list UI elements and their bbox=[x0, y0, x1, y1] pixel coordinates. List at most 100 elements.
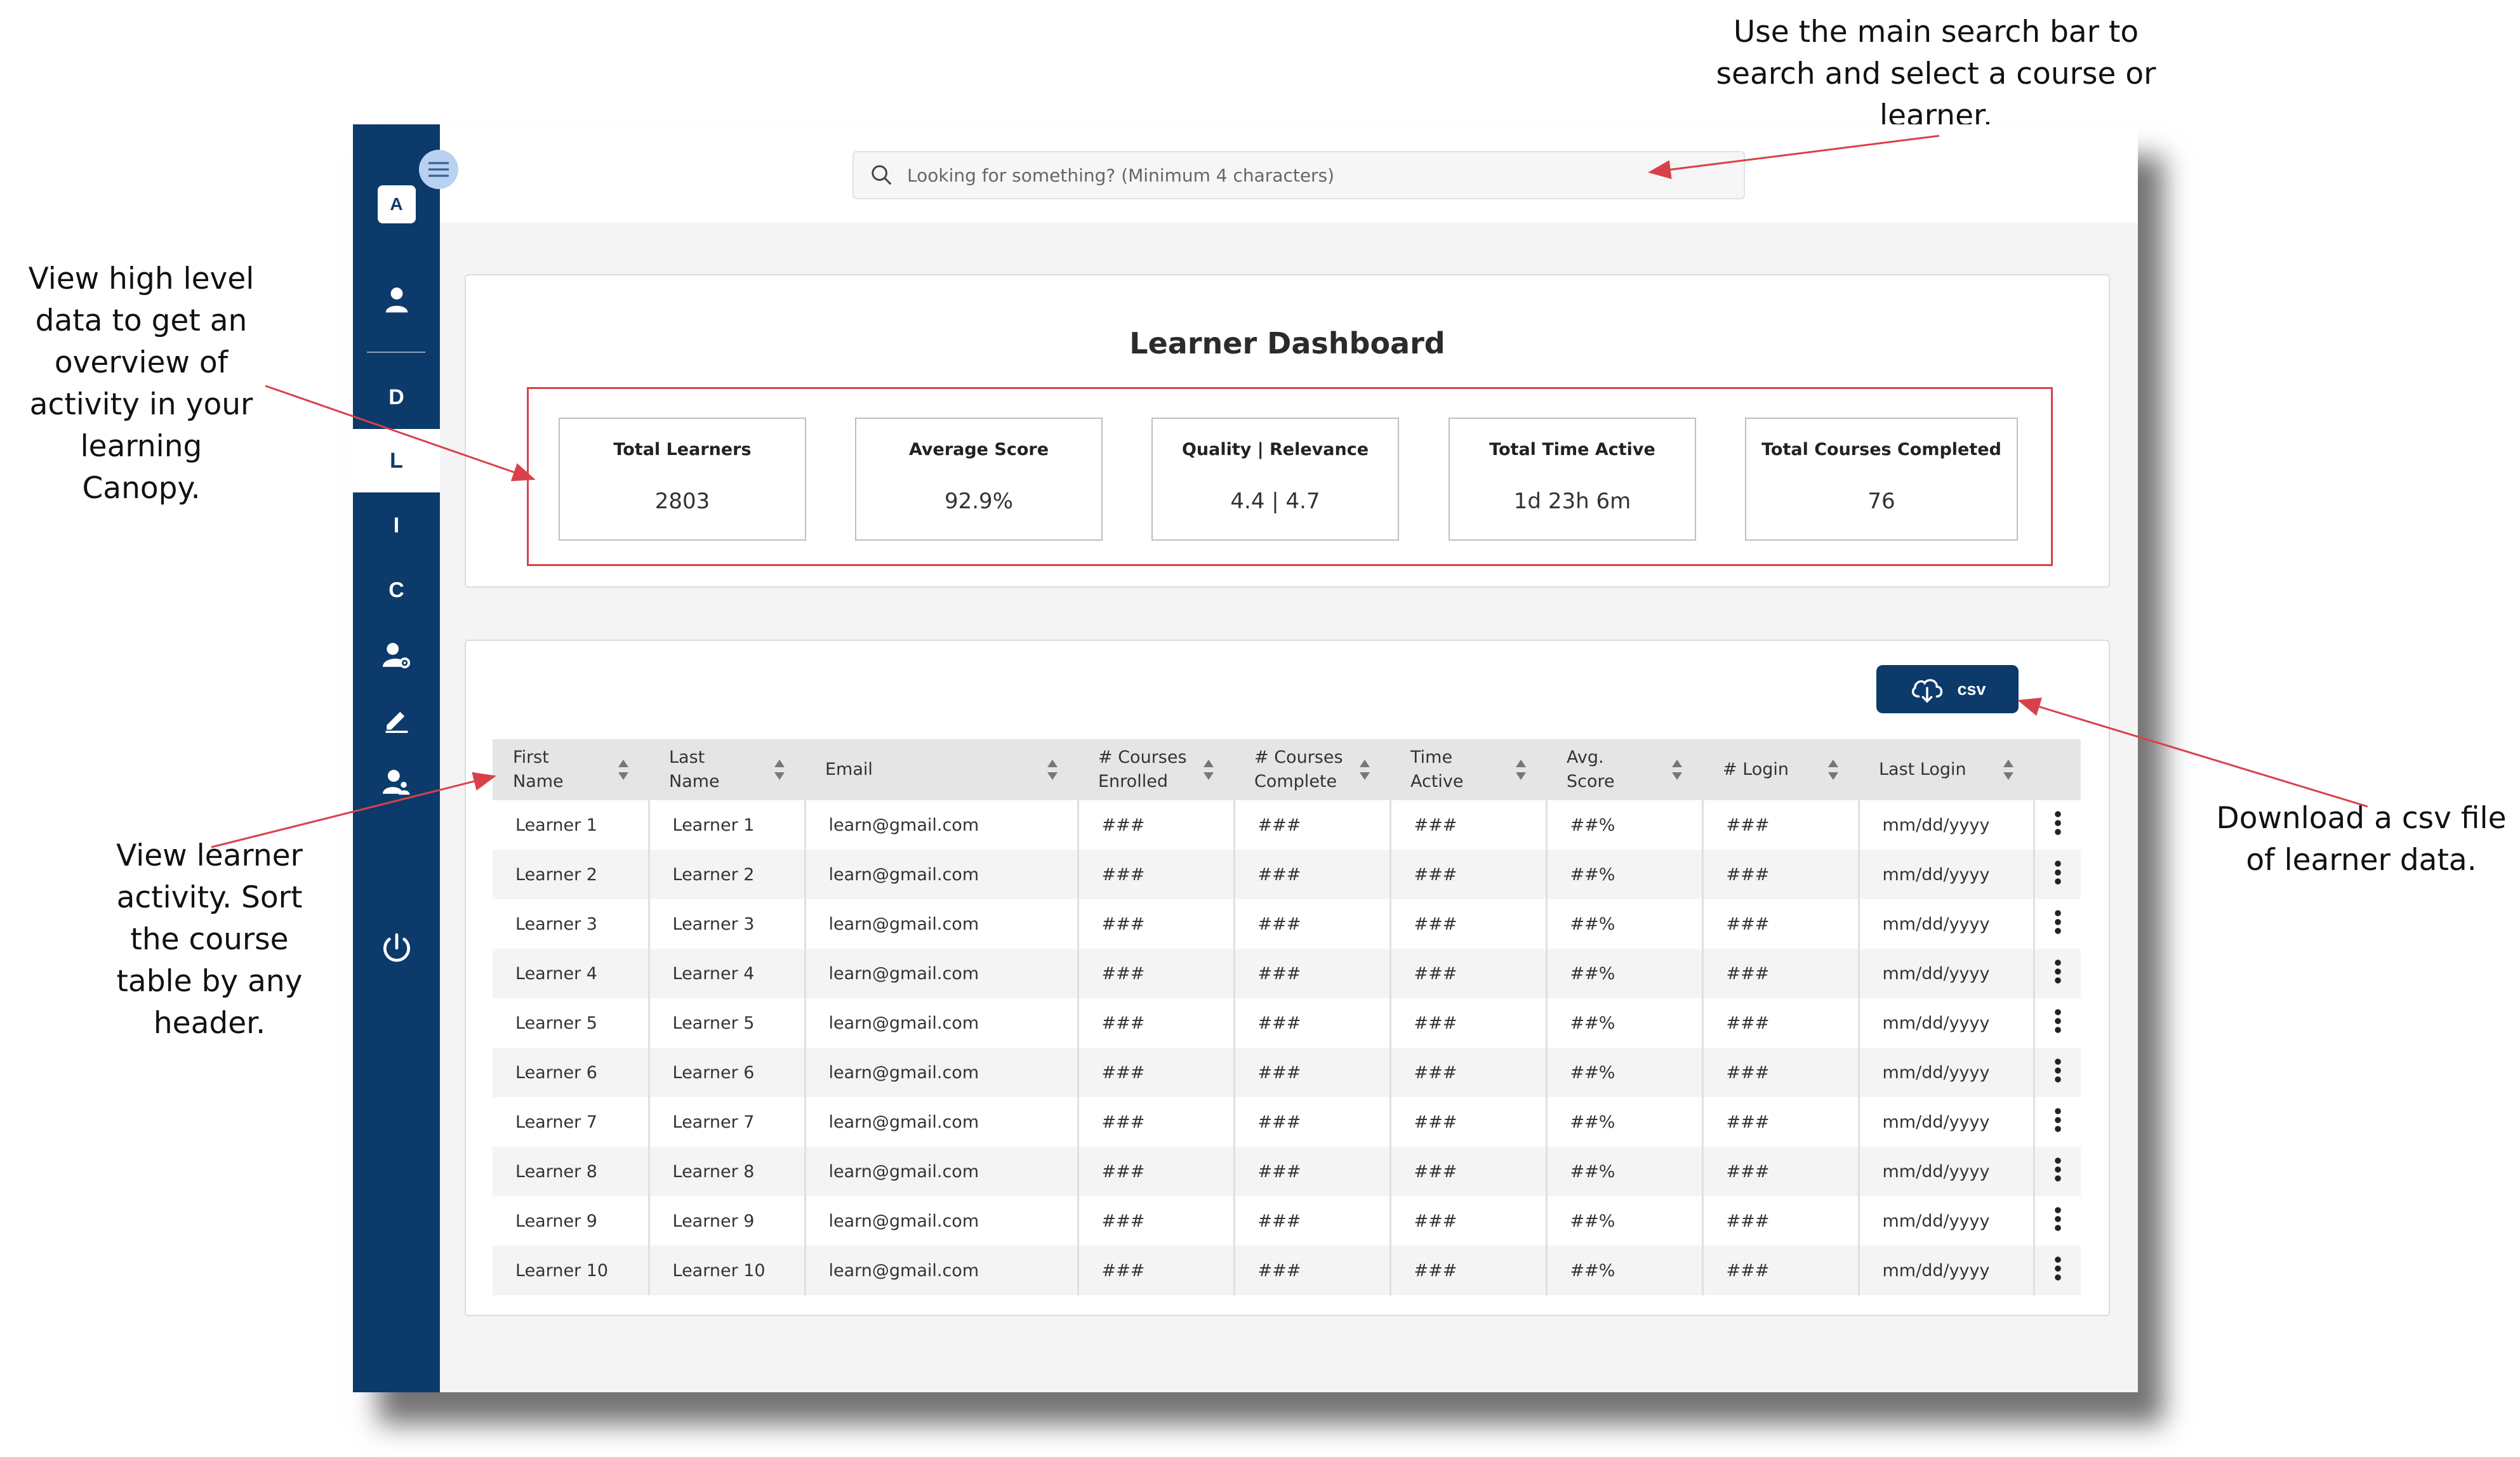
cell-login: ### bbox=[1702, 949, 1860, 998]
table-row[interactable]: Learner 6 Learner 6 learn@gmail.com ### ### #… bbox=[493, 1048, 2081, 1097]
cell-last-login: mm/dd/yyyy bbox=[1859, 998, 2035, 1048]
sort-icon bbox=[1828, 760, 1838, 780]
cell-first-name: Learner 9 bbox=[493, 1196, 650, 1246]
learner-table: First Name Last Name Email # Courses Enroll… bbox=[493, 739, 2081, 1295]
cell-email: learn@gmail.com bbox=[805, 850, 1079, 899]
csv-download-button[interactable]: csv bbox=[1876, 665, 2019, 713]
sidebar-item-profile[interactable] bbox=[353, 268, 440, 331]
cell-last-login: mm/dd/yyyy bbox=[1859, 1196, 2035, 1246]
cell-last-login: mm/dd/yyyy bbox=[1859, 1097, 2035, 1147]
stat-value: 92.9% bbox=[944, 489, 1013, 514]
more-vertical-icon bbox=[2054, 1256, 2061, 1281]
sort-icon bbox=[1360, 760, 1370, 780]
cell-last-login: mm/dd/yyyy bbox=[1859, 899, 2035, 949]
search-bar[interactable] bbox=[852, 151, 1745, 199]
sidebar-item-a[interactable]: A bbox=[353, 173, 440, 236]
table-row[interactable]: Learner 2 Learner 2 learn@gmail.com ### ### #… bbox=[493, 850, 2081, 899]
cell-courses-enrolled: ### bbox=[1078, 1147, 1235, 1196]
cell-avg-score: ##% bbox=[1546, 998, 1704, 1048]
stat-value: 4.4 | 4.7 bbox=[1230, 489, 1320, 514]
header-avg-score[interactable]: Avg. Score bbox=[1546, 739, 1702, 800]
cell-avg-score: ##% bbox=[1546, 1246, 1704, 1295]
cell-email: learn@gmail.com bbox=[805, 1048, 1079, 1097]
more-vertical-icon bbox=[2054, 909, 2061, 934]
page-title: Learner Dashboard bbox=[1129, 326, 1445, 360]
search-input[interactable] bbox=[906, 164, 1744, 187]
more-vertical-icon bbox=[2054, 1058, 2061, 1083]
header-first-name[interactable]: First Name bbox=[493, 739, 649, 800]
menu-toggle-button[interactable] bbox=[419, 150, 458, 189]
stat-card-total-time-active: Total Time Active 1d 23h 6m bbox=[1449, 418, 1696, 541]
table-row[interactable]: Learner 4 Learner 4 learn@gmail.com ### ### #… bbox=[493, 949, 2081, 998]
cell-last-login: mm/dd/yyyy bbox=[1859, 1048, 2035, 1097]
sort-icon bbox=[774, 760, 785, 780]
row-actions-button[interactable] bbox=[2034, 800, 2081, 850]
cell-time-active: ### bbox=[1390, 800, 1548, 850]
header-actions bbox=[2034, 739, 2081, 800]
cell-last-name: Learner 6 bbox=[649, 1048, 806, 1097]
cell-avg-score: ##% bbox=[1546, 1048, 1704, 1097]
table-row[interactable]: Learner 1 Learner 1 learn@gmail.com ### ### #… bbox=[493, 800, 2081, 850]
cell-email: learn@gmail.com bbox=[805, 998, 1079, 1048]
more-vertical-icon bbox=[2054, 1107, 2061, 1132]
table-row[interactable]: Learner 10 Learner 10 learn@gmail.com ### ##… bbox=[493, 1246, 2081, 1295]
sidebar-item-c[interactable]: C bbox=[353, 558, 440, 622]
row-actions-button[interactable] bbox=[2034, 1147, 2081, 1196]
row-actions-button[interactable] bbox=[2034, 850, 2081, 899]
header-login[interactable]: # Login bbox=[1702, 739, 1859, 800]
cell-last-login: mm/dd/yyyy bbox=[1859, 800, 2035, 850]
table-row[interactable]: Learner 8 Learner 8 learn@gmail.com ### ### #… bbox=[493, 1147, 2081, 1196]
sort-icon bbox=[1516, 760, 1526, 780]
cell-courses-complete: ### bbox=[1234, 800, 1391, 850]
row-actions-button[interactable] bbox=[2034, 1048, 2081, 1097]
table-row[interactable]: Learner 9 Learner 9 learn@gmail.com ### ### #… bbox=[493, 1196, 2081, 1246]
header-email[interactable]: Email bbox=[805, 739, 1078, 800]
cell-last-name: Learner 4 bbox=[649, 949, 806, 998]
row-actions-button[interactable] bbox=[2034, 998, 2081, 1048]
sidebar-item-user-settings[interactable] bbox=[353, 623, 440, 687]
cell-email: learn@gmail.com bbox=[805, 1246, 1079, 1295]
more-vertical-icon bbox=[2054, 1008, 2061, 1033]
cell-time-active: ### bbox=[1390, 899, 1548, 949]
cell-avg-score: ##% bbox=[1546, 850, 1704, 899]
cell-login: ### bbox=[1702, 998, 1860, 1048]
cell-login: ### bbox=[1702, 850, 1860, 899]
cell-time-active: ### bbox=[1390, 1196, 1548, 1246]
sidebar-item-i[interactable]: I bbox=[353, 494, 440, 557]
sidebar-item-group[interactable] bbox=[353, 750, 440, 814]
table-row[interactable]: Learner 3 Learner 3 learn@gmail.com ### ### #… bbox=[493, 899, 2081, 949]
row-actions-button[interactable] bbox=[2034, 1097, 2081, 1147]
cell-last-name: Learner 5 bbox=[649, 998, 806, 1048]
stat-value: 76 bbox=[1867, 489, 1895, 514]
cell-first-name: Learner 2 bbox=[493, 850, 650, 899]
cell-first-name: Learner 6 bbox=[493, 1048, 650, 1097]
row-actions-button[interactable] bbox=[2034, 1246, 2081, 1295]
header-courses-complete[interactable]: # Courses Complete bbox=[1234, 739, 1390, 800]
cell-courses-complete: ### bbox=[1234, 1097, 1391, 1147]
sidebar-item-l[interactable]: L bbox=[353, 429, 440, 492]
table-row[interactable]: Learner 5 Learner 5 learn@gmail.com ### ### #… bbox=[493, 998, 2081, 1048]
header-last-login[interactable]: Last Login bbox=[1859, 739, 2034, 800]
table-row[interactable]: Learner 7 Learner 7 learn@gmail.com ### ### #… bbox=[493, 1097, 2081, 1147]
header-courses-enrolled[interactable]: # Courses Enrolled bbox=[1078, 739, 1234, 800]
row-actions-button[interactable] bbox=[2034, 899, 2081, 949]
sidebar-item-edit[interactable] bbox=[353, 688, 440, 751]
header-time-active[interactable]: Time Active bbox=[1390, 739, 1546, 800]
sidebar-item-label: A bbox=[377, 185, 416, 223]
cell-login: ### bbox=[1702, 800, 1860, 850]
more-vertical-icon bbox=[2054, 860, 2061, 885]
sidebar-item-label: L bbox=[390, 448, 403, 473]
row-actions-button[interactable] bbox=[2034, 949, 2081, 998]
header-last-name[interactable]: Last Name bbox=[649, 739, 805, 800]
more-vertical-icon bbox=[2054, 959, 2061, 984]
sidebar-item-d[interactable]: D bbox=[353, 366, 440, 429]
sidebar-item-logout[interactable] bbox=[353, 916, 440, 980]
cell-courses-complete: ### bbox=[1234, 899, 1391, 949]
stat-card-quality-relevance: Quality | Relevance 4.4 | 4.7 bbox=[1151, 418, 1399, 541]
cell-last-name: Learner 10 bbox=[649, 1246, 806, 1295]
more-vertical-icon bbox=[2054, 810, 2061, 835]
row-actions-button[interactable] bbox=[2034, 1196, 2081, 1246]
cell-time-active: ### bbox=[1390, 1246, 1548, 1295]
user-icon bbox=[385, 287, 408, 313]
cell-email: learn@gmail.com bbox=[805, 899, 1079, 949]
